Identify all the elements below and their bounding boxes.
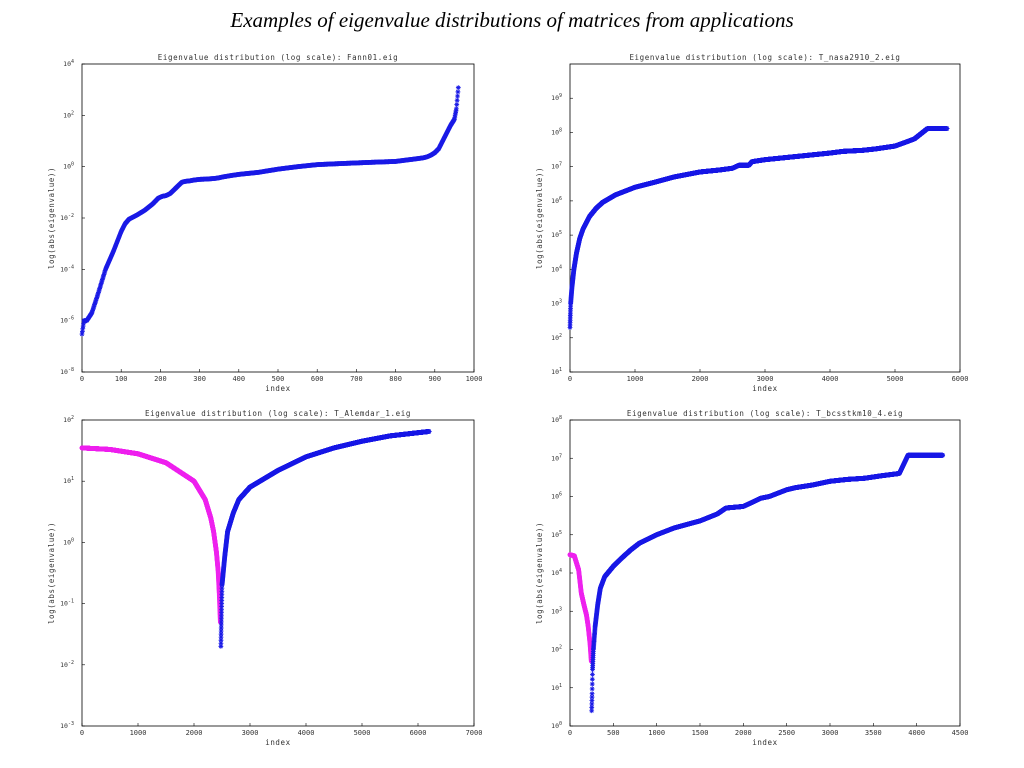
y-tick-label: 102 xyxy=(63,110,74,119)
chart-nasa2910: Eigenvalue distribution (log scale): T_n… xyxy=(535,53,969,393)
x-tick-label: 2000 xyxy=(692,375,709,383)
y-tick-label: 10-4 xyxy=(60,264,74,273)
y-tick-label: 101 xyxy=(551,367,562,376)
x-tick-label: 0 xyxy=(80,375,84,383)
x-axis-label: index xyxy=(752,384,778,393)
x-tick-label: 800 xyxy=(389,375,402,383)
y-tick-label: 104 xyxy=(63,59,74,68)
y-tick-label: 103 xyxy=(551,299,562,308)
chart-panel-fann01: Eigenvalue distribution (log scale): Fan… xyxy=(40,50,490,393)
series-blue xyxy=(567,126,950,330)
x-tick-label: 6000 xyxy=(952,375,969,383)
x-axis-label: index xyxy=(265,384,291,393)
data-point xyxy=(80,326,86,332)
data-point xyxy=(455,85,461,91)
y-tick-label: 108 xyxy=(551,127,562,136)
x-tick-label: 1000 xyxy=(627,375,644,383)
x-tick-label: 100 xyxy=(115,375,128,383)
x-tick-label: 400 xyxy=(232,375,245,383)
data-point xyxy=(454,97,460,103)
y-axis-label: log(abs(eigenvalue)) xyxy=(47,167,56,269)
chart-title: Eigenvalue distribution (log scale): T_n… xyxy=(629,53,900,62)
data-point xyxy=(81,320,86,326)
y-tick-label: 104 xyxy=(551,264,562,273)
data-point xyxy=(79,329,85,334)
y-tick-label: 10-2 xyxy=(60,213,74,222)
data-point xyxy=(455,89,461,95)
x-tick-label: 0 xyxy=(568,375,572,383)
plot-area-frame xyxy=(569,63,961,373)
y-tick-label: 106 xyxy=(551,196,562,205)
chart-title: Eigenvalue distribution (log scale): Fan… xyxy=(158,53,398,62)
y-tick-label: 105 xyxy=(551,230,562,239)
x-tick-label: 500 xyxy=(272,375,285,383)
chart-panel-nasa2910: Eigenvalue distribution (log scale): T_n… xyxy=(530,50,980,393)
x-tick-label: 4000 xyxy=(822,375,839,383)
data-point xyxy=(455,93,460,99)
y-tick-label: 109 xyxy=(551,93,562,102)
y-tick-label: 100 xyxy=(63,162,74,171)
data-point xyxy=(80,323,86,329)
slide-title: Examples of eigenvalue distributions of … xyxy=(230,8,794,32)
y-tick-label: 10-8 xyxy=(60,367,74,376)
x-tick-label: 600 xyxy=(311,375,324,383)
data-point xyxy=(453,106,459,112)
data-point xyxy=(79,331,85,337)
data-point xyxy=(454,102,460,107)
x-tick-label: 200 xyxy=(154,375,167,383)
chart-fann01: Eigenvalue distribution (log scale): Fan… xyxy=(47,53,483,393)
x-tick-label: 300 xyxy=(193,375,206,383)
series-blue xyxy=(79,85,461,337)
x-tick-label: 900 xyxy=(428,375,441,383)
x-tick-label: 700 xyxy=(350,375,363,383)
y-tick-label: 102 xyxy=(551,333,562,342)
y-tick-label: 10-6 xyxy=(60,316,74,325)
x-tick-label: 1000 xyxy=(466,375,483,383)
y-axis-label: log(abs(eigenvalue)) xyxy=(535,167,544,269)
plot-area-frame xyxy=(81,63,475,373)
x-tick-label: 3000 xyxy=(757,375,774,383)
y-tick-label: 107 xyxy=(551,162,562,171)
x-tick-label: 5000 xyxy=(887,375,904,383)
